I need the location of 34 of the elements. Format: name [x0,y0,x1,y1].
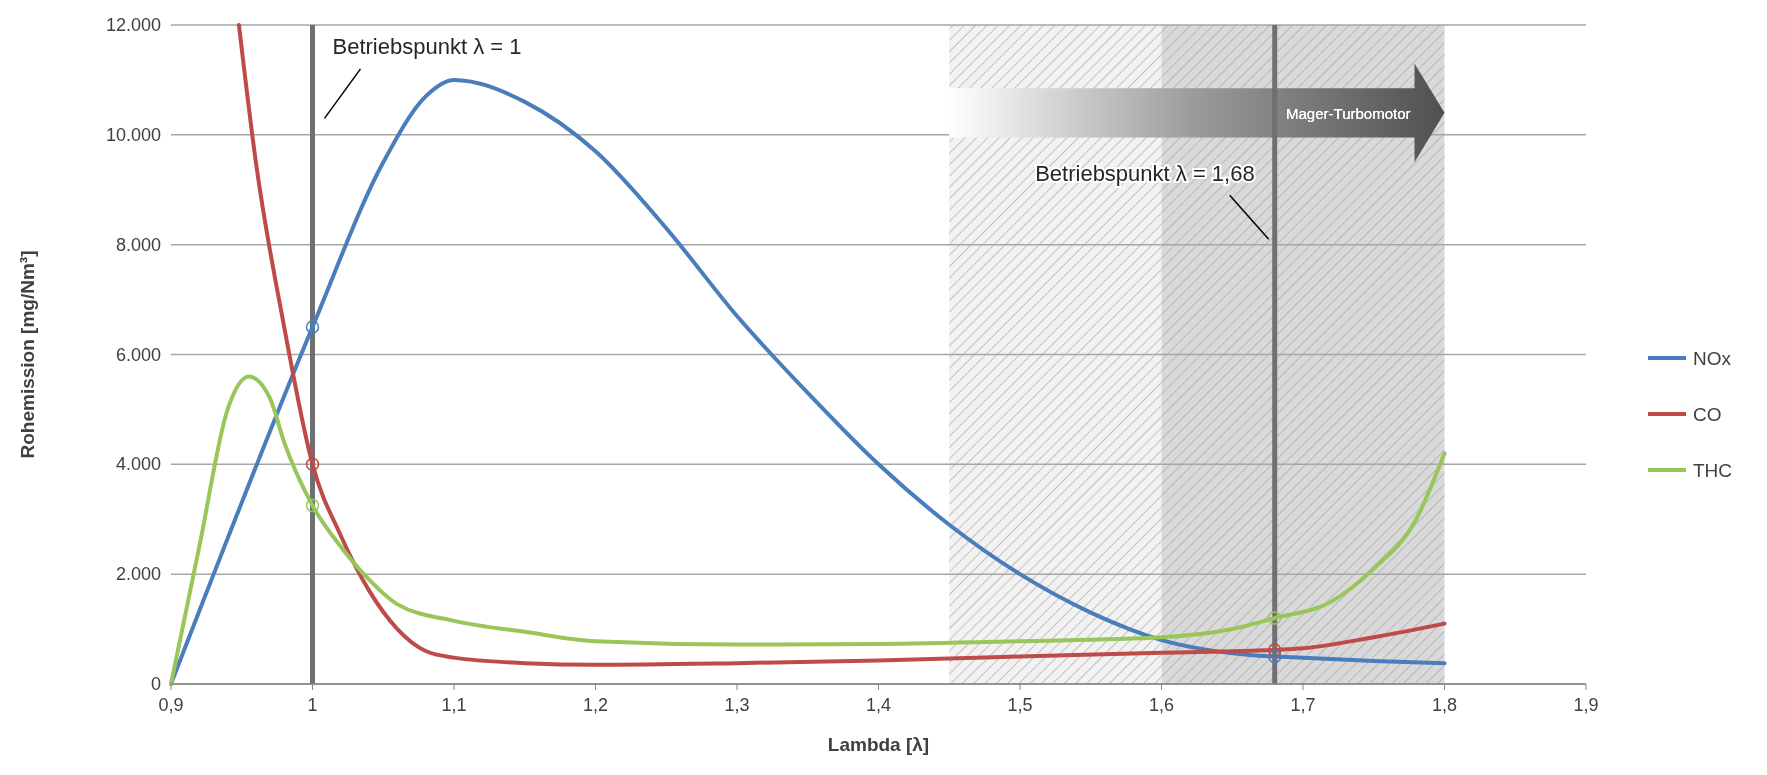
x-tick-label: 1,8 [1431,695,1458,715]
point [1267,611,1282,625]
x-tick-label: 1,9 [1573,695,1599,715]
x-tick-label: 1,3 [724,695,750,715]
x-tick-label: 0,9 [158,695,184,715]
point [305,498,320,513]
y-tick-label: 4.000 [115,454,161,475]
point [305,320,320,334]
x-tick-label: 1 [307,695,318,715]
legend-label: NOx [1693,348,1732,369]
point [305,457,320,472]
point [1267,649,1282,664]
y-axis-title: Rohemission [mg/Nm³] [17,250,38,459]
x-tick-label: 1,6 [1148,695,1175,715]
ref-line-label: Betriebspunkt λ = 1,68 [1035,160,1255,186]
y-tick-label: 12.000 [105,15,161,35]
x-tick-label: 1,1 [441,695,467,715]
x-axis-title: Lambda [λ] [827,734,930,755]
line-series [236,23,1447,667]
y-tick-label: 6.000 [115,344,161,365]
x-tick-label: 1,7 [1290,695,1316,715]
y-tick-label: 8.000 [115,234,161,255]
x-tick-label: 1,4 [865,695,892,715]
x-tick-label: 1,2 [582,695,609,715]
y-tick-label: 10.000 [105,124,161,145]
y-tick-label: 2.000 [115,564,161,585]
line-series [169,374,1447,686]
annotation: Mager-Turbomotor [1286,104,1411,122]
ref-line-label: Betriebspunkt λ = 1 [332,34,522,60]
point [1267,643,1282,657]
x-tick-label: 1,5 [1007,695,1033,715]
legend-label: THC [1693,460,1733,481]
y-tick-label: 0 [150,674,161,694]
legend-label: CO [1693,404,1722,425]
